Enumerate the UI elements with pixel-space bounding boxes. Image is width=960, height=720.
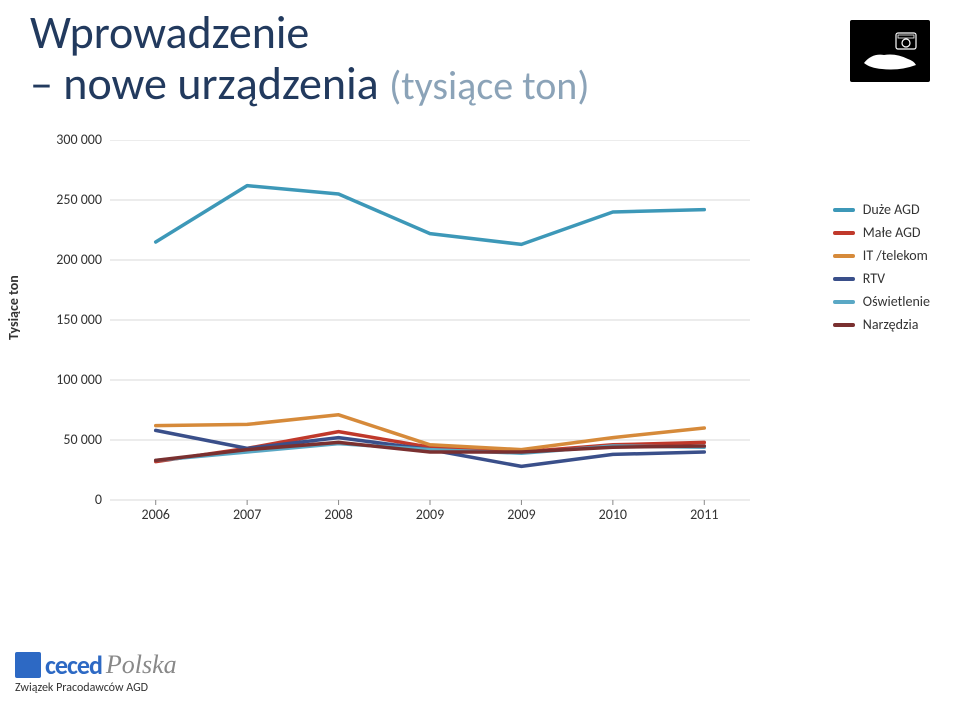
legend-item: Narzędzia bbox=[833, 316, 930, 333]
y-tick-label: 200 000 bbox=[42, 251, 102, 268]
legend-item: IT /telekom bbox=[833, 247, 930, 264]
legend-label: Oświetlenie bbox=[863, 293, 930, 310]
x-tick-label: 2011 bbox=[674, 506, 734, 523]
line-chart: Tysiące ton 050 000100 000150 000200 000… bbox=[30, 140, 930, 540]
legend-swatch bbox=[833, 323, 855, 327]
title-sub: (tysiące ton) bbox=[389, 61, 589, 110]
x-tick-label: 2009 bbox=[400, 506, 460, 523]
y-tick-label: 150 000 bbox=[42, 311, 102, 328]
y-tick-label: 50 000 bbox=[42, 431, 102, 448]
y-tick-label: 300 000 bbox=[42, 131, 102, 148]
series-line bbox=[156, 186, 705, 245]
title-line2a: – nowe urządzenia bbox=[30, 56, 379, 112]
legend-swatch bbox=[833, 254, 855, 258]
legend: Duże AGD Małe AGD IT /telekom RTV Oświetleni… bbox=[833, 195, 930, 339]
legend-label: Małe AGD bbox=[863, 224, 921, 241]
x-tick-label: 2008 bbox=[309, 506, 369, 523]
footer-tagline: Związek Pracodawców AGD bbox=[15, 681, 275, 695]
legend-label: Narzędzia bbox=[863, 316, 919, 333]
legend-item: Duże AGD bbox=[833, 201, 930, 218]
x-tick-label: 2009 bbox=[491, 506, 551, 523]
y-tick-label: 0 bbox=[42, 491, 102, 508]
title-line1: Wprowadzenie bbox=[30, 5, 309, 61]
legend-swatch bbox=[833, 208, 855, 212]
hand-appliance-icon bbox=[860, 31, 920, 71]
brand-ceced: ceced bbox=[45, 649, 102, 681]
legend-label: RTV bbox=[863, 270, 885, 287]
legend-swatch bbox=[833, 231, 855, 235]
legend-item: Małe AGD bbox=[833, 224, 930, 241]
x-tick-label: 2010 bbox=[583, 506, 643, 523]
legend-item: RTV bbox=[833, 270, 930, 287]
x-tick-label: 2007 bbox=[217, 506, 277, 523]
corner-logo bbox=[850, 20, 930, 82]
y-axis-label: Tysiące ton bbox=[5, 275, 22, 340]
legend-item: Oświetlenie bbox=[833, 293, 930, 310]
x-tick-label: 2006 bbox=[126, 506, 186, 523]
footer-logo: ceced Polska Związek Pracodawców AGD bbox=[15, 649, 275, 695]
chart-canvas bbox=[30, 140, 770, 540]
legend-label: IT /telekom bbox=[863, 247, 928, 264]
brand-polska: Polska bbox=[106, 650, 177, 680]
y-tick-label: 100 000 bbox=[42, 371, 102, 388]
logo-square-icon bbox=[15, 652, 41, 678]
legend-swatch bbox=[833, 277, 855, 281]
y-tick-label: 250 000 bbox=[42, 191, 102, 208]
legend-label: Duże AGD bbox=[863, 201, 920, 218]
legend-swatch bbox=[833, 300, 855, 304]
slide-title: Wprowadzenie – nowe urządzenia (tysiące … bbox=[30, 8, 840, 109]
